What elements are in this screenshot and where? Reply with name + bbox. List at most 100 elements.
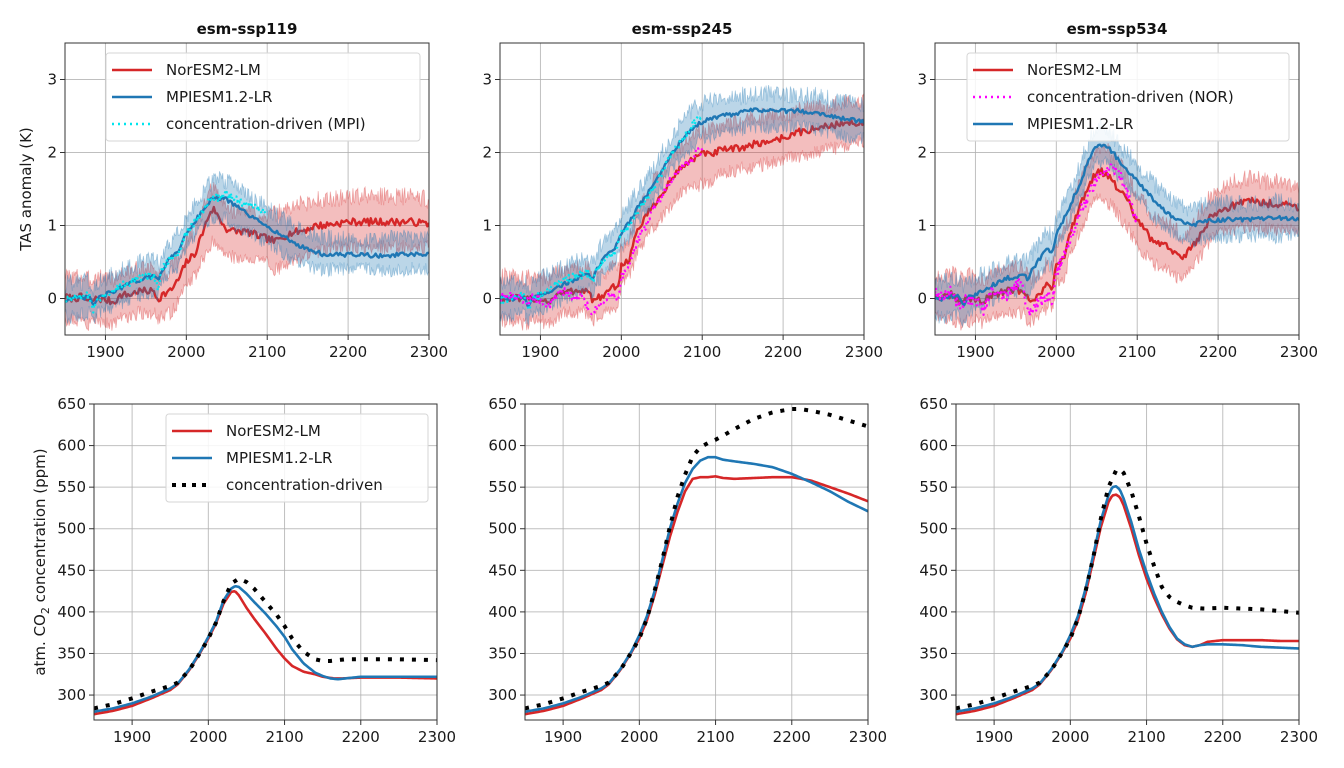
- panel-co2-ssp245: 1900 2000 2100 2200 2300 300 350 400 450 500 550 60…: [488, 395, 887, 746]
- series-line-nor: [525, 475, 868, 716]
- x-tick-label: 2000: [620, 728, 658, 746]
- x-tick-label: 2300: [410, 343, 448, 361]
- uncertainty-band-mpi: [65, 171, 429, 324]
- y-axis: 300 350 400 450 500 550 600 650: [919, 395, 956, 704]
- series-line-nor: [94, 589, 437, 716]
- y-axis-label: atm. CO2 concentration (ppm): [31, 448, 52, 675]
- y-tick-label: 1: [47, 217, 57, 235]
- x-axis: 1900 2000 2100 2200 2300: [86, 335, 448, 361]
- x-tick-label: 2000: [602, 343, 640, 361]
- y-tick-label: 600: [488, 437, 517, 455]
- series-line-mpi: [500, 107, 864, 308]
- y-tick-label: 450: [919, 561, 948, 579]
- series-line-mpi: [956, 485, 1299, 713]
- series-line-conc: [525, 406, 868, 711]
- panel-title: esm-ssp119: [197, 20, 298, 38]
- x-tick-label: 1900: [86, 343, 124, 361]
- y-axis: 0 1 2 3: [47, 71, 65, 308]
- legend: NorESM2-LM concentration-driven (NOR) MPIE…: [966, 52, 1290, 142]
- plot-area: [65, 171, 429, 331]
- axes-frame: [64, 42, 430, 336]
- legend: NorESM2-LM MPIESM1.2-LR concentration-driv…: [105, 52, 421, 142]
- series-line-conc: [94, 576, 437, 711]
- legend-box: [966, 52, 1290, 142]
- y-tick-label: 500: [488, 520, 517, 538]
- x-tick-label: 1900: [544, 728, 582, 746]
- x-tick-label: 2100: [1118, 343, 1156, 361]
- axes-frame: [499, 42, 865, 336]
- y-tick-label: 3: [917, 71, 927, 89]
- legend-label: NorESM2-LM: [226, 422, 321, 440]
- x-tick-label: 2300: [849, 728, 887, 746]
- x-axis: 1900 2000 2100 2200 2300: [956, 335, 1318, 361]
- series-line-conc_nor: [500, 146, 704, 316]
- y-tick-label: 500: [57, 520, 86, 538]
- x-tick-label: 2000: [167, 343, 205, 361]
- x-tick-label: 2300: [418, 728, 456, 746]
- y-tick-label: 350: [488, 644, 517, 662]
- panel-tas-ssp119: 1900 2000 2100 2200 2300 0 1 2 3 esm-ssp119 TAS an…: [17, 20, 448, 361]
- axes-frame: [524, 403, 869, 721]
- panel-title: esm-ssp245: [632, 20, 733, 38]
- x-tick-label: 2300: [845, 343, 883, 361]
- plot-area: [956, 467, 1299, 716]
- x-tick-label: 2200: [1199, 343, 1237, 361]
- panel-co2-ssp534: 1900 2000 2100 2200 2300 300 350 400 450 500 550 60…: [919, 395, 1318, 746]
- panel-title: esm-ssp534: [1067, 20, 1168, 38]
- x-tick-label: 2100: [248, 343, 286, 361]
- axes-frame: [934, 42, 1300, 336]
- uncertainty-band-nor: [500, 93, 864, 331]
- x-axis: 1900 2000 2100 2200 2300: [521, 335, 883, 361]
- y-tick-label: 300: [488, 686, 517, 704]
- y-tick-label: 350: [919, 644, 948, 662]
- series-line-nor: [65, 205, 429, 306]
- y-tick-label: 350: [57, 644, 86, 662]
- legend: NorESM2-LM MPIESM1.2-LR concentration-driv…: [165, 413, 429, 503]
- legend-label: concentration-driven (NOR): [1027, 88, 1234, 106]
- plot-area: [94, 576, 437, 716]
- x-tick-label: 2300: [1280, 343, 1318, 361]
- uncertainty-band-mpi: [500, 85, 864, 326]
- y-axis-label: TAS anomaly (K): [17, 127, 35, 252]
- y-tick-label: 0: [47, 290, 57, 308]
- y-tick-label: 300: [919, 686, 948, 704]
- legend-label: MPIESM1.2-LR: [1027, 115, 1133, 133]
- uncertainty-band-nor: [935, 142, 1299, 331]
- x-tick-label: 1900: [956, 343, 994, 361]
- x-axis: 1900 2000 2100 2200 2300: [113, 720, 456, 746]
- series-line-nor: [956, 493, 1299, 716]
- x-tick-label: 1900: [975, 728, 1013, 746]
- y-tick-label: 650: [488, 395, 517, 413]
- y-axis: 300 350 400 450 500 550 600 650: [57, 395, 94, 704]
- y-tick-label: 650: [57, 395, 86, 413]
- x-tick-label: 2200: [329, 343, 367, 361]
- x-tick-label: 1900: [521, 343, 559, 361]
- y-tick-label: 1: [482, 217, 492, 235]
- x-tick-label: 2000: [189, 728, 227, 746]
- y-tick-label: 1: [917, 217, 927, 235]
- legend-box: [105, 52, 421, 142]
- y-tick-label: 600: [919, 437, 948, 455]
- panel-tas-ssp245: 1900 2000 2100 2200 2300 0 1 2 3 esm-ssp245: [482, 20, 883, 361]
- y-tick-label: 2: [917, 144, 927, 162]
- y-tick-label: 650: [919, 395, 948, 413]
- y-axis: 0 1 2 3: [482, 71, 500, 308]
- plot-area: [525, 406, 868, 716]
- x-tick-label: 2100: [683, 343, 721, 361]
- series-line-conc: [956, 467, 1299, 711]
- axes-frame: [93, 403, 438, 721]
- legend-box: [165, 413, 429, 503]
- y-tick-label: 550: [919, 478, 948, 496]
- legend-label: concentration-driven (MPI): [166, 115, 366, 133]
- y-tick-label: 450: [57, 561, 86, 579]
- y-tick-label: 400: [919, 603, 948, 621]
- x-tick-label: 2100: [696, 728, 734, 746]
- x-tick-label: 2100: [1127, 728, 1165, 746]
- y-tick-label: 3: [47, 71, 57, 89]
- plot-area: [500, 85, 864, 331]
- axes-frame: [955, 403, 1300, 721]
- y-tick-label: 3: [482, 71, 492, 89]
- panel-co2-ssp119: 1900 2000 2100 2200 2300 300 350 400 450 500 550 60…: [31, 395, 456, 746]
- y-tick-label: 500: [919, 520, 948, 538]
